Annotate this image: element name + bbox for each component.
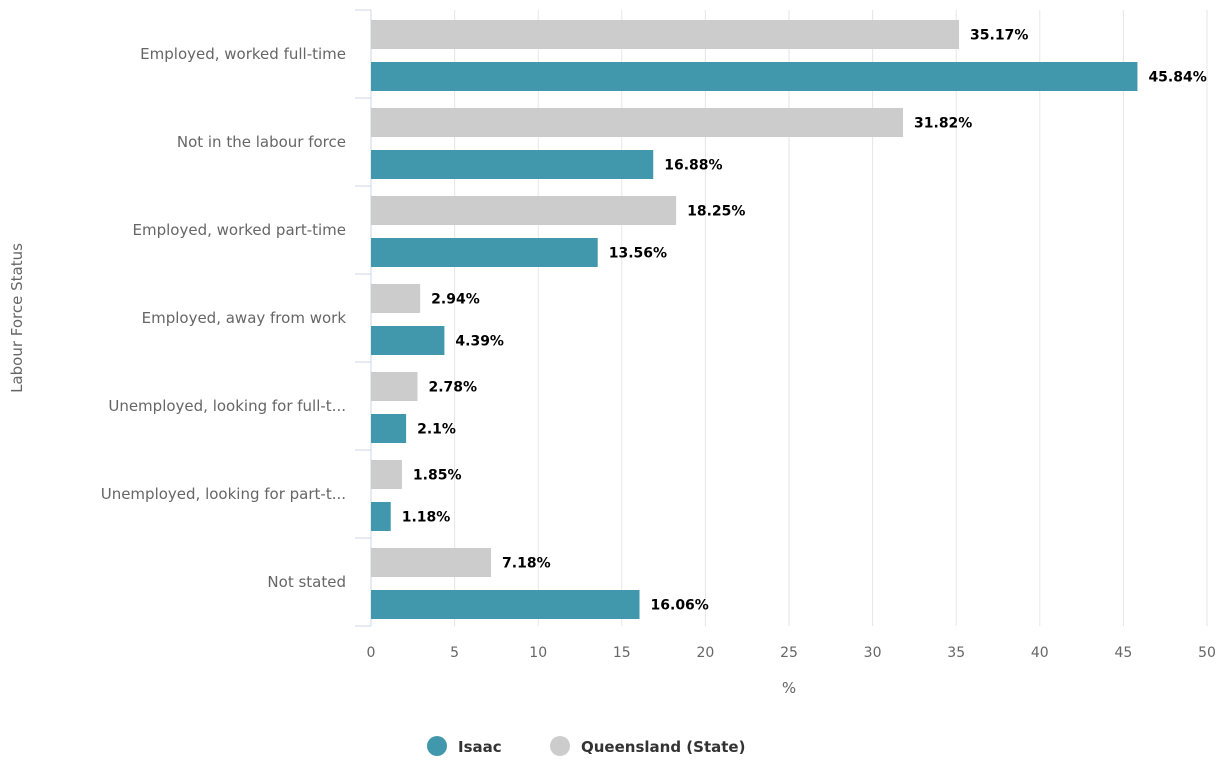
x-tick-label: 40 — [1031, 645, 1049, 661]
data-label: 35.17% — [970, 28, 1028, 44]
category-label: Not in the labour force — [177, 133, 346, 151]
data-label: 45.84% — [1148, 70, 1206, 86]
x-tick-label: 15 — [613, 645, 631, 661]
bar[interactable] — [371, 238, 598, 267]
bar[interactable] — [371, 326, 445, 355]
bar[interactable] — [371, 20, 960, 49]
legend-marker[interactable] — [550, 736, 570, 756]
bar[interactable] — [371, 372, 418, 401]
y-axis-title: Labour Force Status — [8, 243, 26, 393]
grid — [355, 9, 1208, 627]
data-label: 2.94% — [431, 292, 480, 308]
x-tick-label: 50 — [1198, 645, 1216, 661]
data-label: 2.78% — [428, 380, 477, 396]
x-axis-title: % — [782, 679, 796, 697]
data-label: 18.25% — [687, 204, 745, 220]
category-label: Employed, away from work — [142, 309, 347, 327]
legend[interactable]: Isaac Queensland (State) — [427, 736, 745, 756]
data-label: 31.82% — [914, 116, 972, 132]
bar[interactable] — [371, 150, 654, 179]
legend-item-label[interactable]: Queensland (State) — [581, 738, 745, 756]
bar[interactable] — [371, 108, 904, 137]
category-label: Not stated — [267, 573, 346, 591]
x-tick-label: 5 — [450, 645, 459, 661]
bar[interactable] — [371, 414, 407, 443]
data-label: 4.39% — [455, 334, 504, 350]
x-tick-label: 25 — [780, 645, 798, 661]
bar[interactable] — [371, 590, 640, 619]
bar[interactable] — [371, 548, 492, 577]
bar[interactable] — [371, 62, 1138, 91]
data-label: 1.85% — [413, 468, 462, 484]
bar[interactable] — [371, 502, 391, 531]
x-axis-ticks: 0 5 10 15 20 25 30 35 40 45 50 — [367, 645, 1216, 661]
category-label: Employed, worked full-time — [140, 45, 346, 63]
category-label: Unemployed, looking for full-t... — [108, 397, 346, 415]
data-label: 16.06% — [651, 598, 709, 614]
legend-marker[interactable] — [427, 736, 447, 756]
x-tick-label: 20 — [696, 645, 714, 661]
bars: 35.17% 31.82% 18.25% 2.94% 2.78% 1.85% 7.18% 45… — [371, 20, 1207, 619]
bar[interactable] — [371, 196, 677, 225]
bar[interactable] — [371, 460, 402, 489]
category-label: Unemployed, looking for part-t... — [101, 485, 346, 503]
x-tick-label: 10 — [529, 645, 547, 661]
data-label: 16.88% — [664, 158, 722, 174]
data-label: 13.56% — [609, 246, 667, 262]
x-tick-label: 45 — [1114, 645, 1132, 661]
x-tick-label: 35 — [947, 645, 965, 661]
x-tick-label: 0 — [367, 645, 376, 661]
data-label: 2.1% — [417, 422, 456, 438]
data-label: 7.18% — [502, 556, 551, 572]
category-labels: Employed, worked full-time Not in the lab… — [101, 45, 347, 591]
bar[interactable] — [371, 284, 421, 313]
data-label: 1.18% — [402, 510, 451, 526]
x-tick-label: 30 — [864, 645, 882, 661]
category-label: Employed, worked part-time — [133, 221, 346, 239]
legend-item-label[interactable]: Isaac — [458, 738, 502, 756]
